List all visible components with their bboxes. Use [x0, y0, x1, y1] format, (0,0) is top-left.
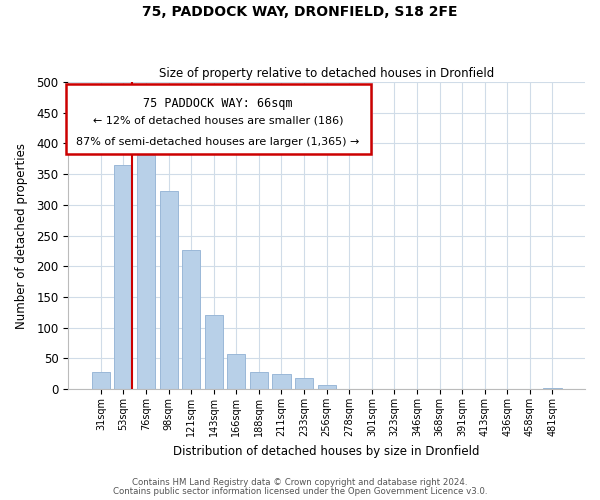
Text: ← 12% of detached houses are smaller (186): ← 12% of detached houses are smaller (18…: [93, 116, 343, 126]
Bar: [160, 191, 178, 389]
Text: 87% of semi-detached houses are larger (1,365) →: 87% of semi-detached houses are larger (…: [76, 138, 360, 147]
Text: Contains HM Land Registry data © Crown copyright and database right 2024.: Contains HM Land Registry data © Crown c…: [132, 478, 468, 487]
Title: Size of property relative to detached houses in Dronfield: Size of property relative to detached ho…: [159, 66, 494, 80]
X-axis label: Distribution of detached houses by size in Dronfield: Distribution of detached houses by size …: [173, 444, 480, 458]
Bar: [182, 250, 200, 389]
Text: Contains public sector information licensed under the Open Government Licence v3: Contains public sector information licen…: [113, 487, 487, 496]
Bar: [340, 388, 358, 389]
Bar: [317, 385, 335, 389]
Bar: [137, 154, 155, 389]
Bar: [250, 372, 268, 389]
Bar: [205, 315, 223, 389]
Bar: [115, 165, 133, 389]
Bar: [295, 378, 313, 389]
Y-axis label: Number of detached properties: Number of detached properties: [15, 142, 28, 328]
Bar: [227, 354, 245, 389]
FancyBboxPatch shape: [66, 84, 371, 154]
Bar: [272, 374, 290, 389]
Bar: [92, 372, 110, 389]
Bar: [544, 388, 562, 389]
Text: 75, PADDOCK WAY, DRONFIELD, S18 2FE: 75, PADDOCK WAY, DRONFIELD, S18 2FE: [142, 5, 458, 19]
Text: 75 PADDOCK WAY: 66sqm: 75 PADDOCK WAY: 66sqm: [143, 98, 293, 110]
